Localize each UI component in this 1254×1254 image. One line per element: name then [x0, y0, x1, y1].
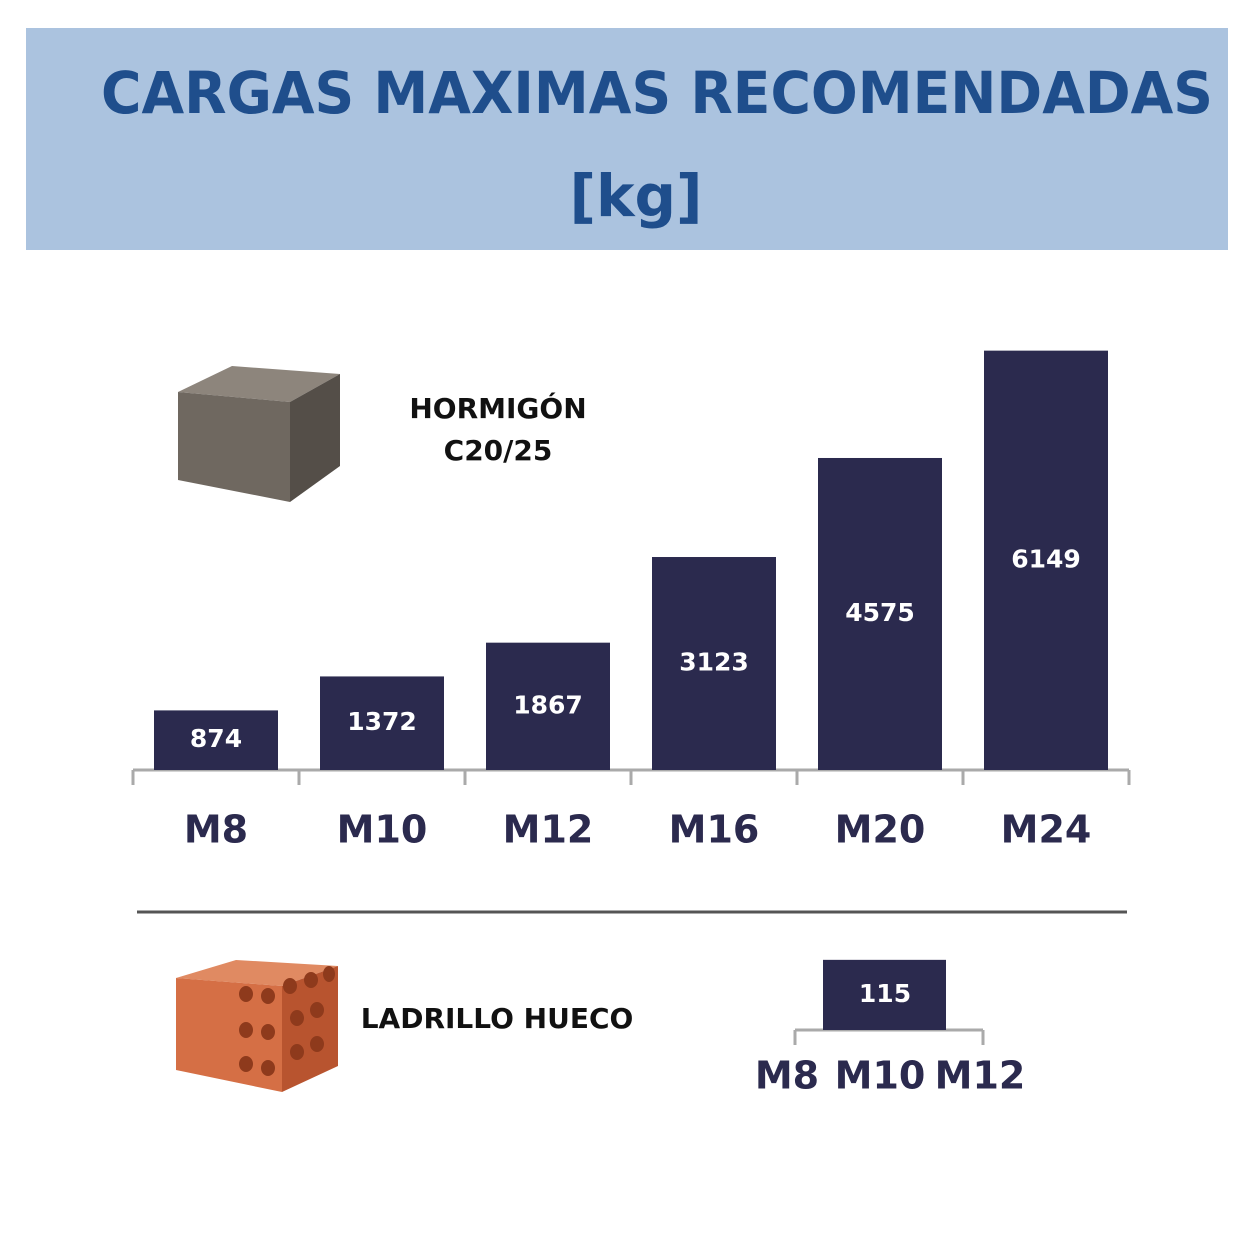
header-band	[26, 28, 1228, 250]
subtitle: [kg]	[569, 162, 702, 230]
bar	[652, 557, 776, 770]
brick-icon	[176, 960, 338, 1092]
bar	[320, 676, 444, 770]
x-tick-label: M12	[503, 808, 594, 852]
value-label: 1372	[347, 707, 417, 736]
value-label: 1867	[513, 690, 583, 719]
x-tick-label: M24	[1001, 808, 1092, 852]
title: CARGAS MAXIMAS RECOMENDADAS	[101, 59, 1213, 127]
x-tick-label: M10	[835, 1054, 926, 1098]
value-label: 4575	[845, 598, 915, 627]
material-label: LADRILLO HUECO	[361, 1002, 634, 1035]
value-label: 6149	[1011, 544, 1081, 573]
value-label: 874	[190, 724, 242, 753]
x-tick-label: M12	[935, 1054, 1026, 1098]
material-label: HORMIGÓN	[409, 391, 586, 425]
concrete-icon	[178, 366, 340, 502]
x-tick-label: M8	[755, 1054, 819, 1098]
x-tick-label: M10	[337, 808, 428, 852]
bar	[154, 710, 278, 770]
bar	[984, 350, 1108, 770]
value-label: 3123	[679, 648, 749, 677]
material-label: C20/25	[444, 434, 553, 467]
bar	[486, 642, 610, 770]
x-tick-label: M8	[184, 808, 248, 852]
bar	[818, 457, 942, 770]
value-label: 115	[859, 979, 911, 1008]
x-tick-label: M16	[669, 808, 760, 852]
x-tick-label: M20	[835, 808, 926, 852]
bar	[823, 959, 946, 1030]
